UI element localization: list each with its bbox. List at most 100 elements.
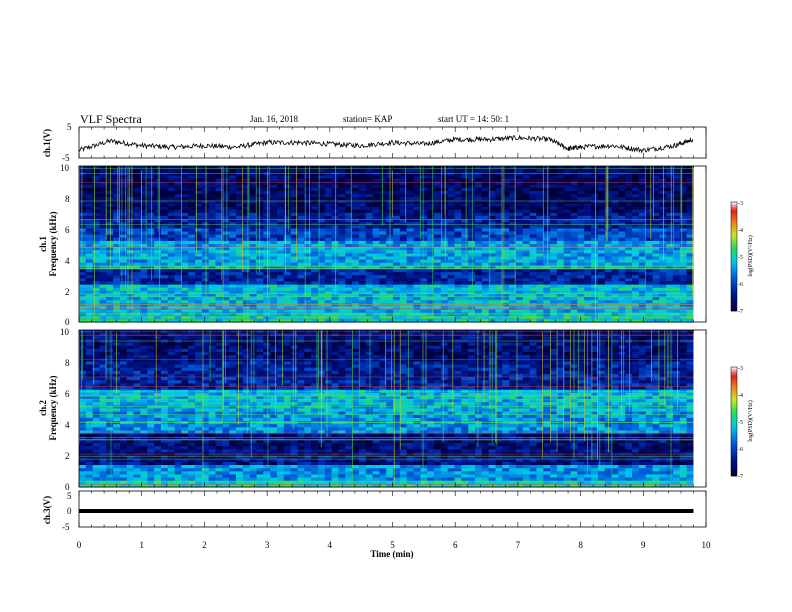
spec1-cell [618, 297, 626, 301]
spec1-cell [406, 240, 415, 245]
spec1-cell [338, 300, 346, 304]
spec1-cell [283, 272, 292, 276]
ch1-ytick-6: 6 [65, 225, 70, 235]
spec1-cell [304, 219, 312, 223]
spec1-cell [208, 175, 217, 180]
spec1-cell [338, 191, 346, 195]
spec1-cell [406, 297, 415, 301]
spec1-cell [79, 181, 87, 186]
spec1-cell [495, 315, 503, 320]
spec1-cell [386, 290, 394, 295]
spec1-cell [522, 219, 531, 223]
spec1-cell [522, 191, 531, 195]
spec1-cell [625, 278, 633, 282]
spec1-cell [666, 212, 674, 217]
spec1-cell [625, 231, 633, 236]
spec1-cell [160, 200, 169, 204]
spec1-cell [99, 175, 107, 180]
spec1-cell [85, 240, 94, 245]
spec1-cell [92, 197, 101, 201]
spec1-cell [154, 297, 162, 301]
spec1-cell [550, 287, 558, 292]
spec1-cell [488, 178, 496, 183]
spec1-cell [461, 281, 469, 286]
spec1-cell [632, 284, 640, 289]
spec1-cell [481, 290, 490, 295]
spec1-cell [311, 262, 319, 267]
spec1-cell [277, 166, 285, 170]
spec1-cell [113, 272, 121, 276]
spec1-cell [365, 303, 374, 307]
spec2-cell [181, 336, 189, 340]
spec1-cell [645, 297, 654, 301]
spec2-cell [447, 336, 456, 340]
spec1-cell [79, 259, 87, 264]
spec1-cell [679, 297, 688, 301]
spec1-cell [106, 194, 114, 198]
spec1-cell [604, 212, 613, 217]
spec1-cell [454, 212, 462, 217]
spec1-cell [570, 247, 578, 251]
spec1-cell [461, 172, 469, 176]
spec1-cell [99, 191, 107, 195]
spec1-cell [659, 184, 667, 189]
spec1-cell [638, 287, 647, 292]
spec1-cell [147, 234, 155, 239]
spec1-cell [195, 222, 203, 226]
spec1-cell [556, 178, 565, 183]
spec1-cell [495, 300, 503, 304]
spec1-cell [604, 269, 613, 273]
spec2-cell [550, 336, 558, 340]
spec1-cell [297, 222, 305, 226]
spec1-cell [263, 219, 271, 223]
spec1-cell [420, 169, 428, 173]
spec1-cell [645, 194, 654, 198]
spec1-cell [160, 178, 169, 183]
spec1-cell [454, 191, 462, 195]
spec1-cell [249, 231, 258, 236]
spec1-cell [372, 275, 380, 279]
spec2-cell [386, 336, 394, 340]
spec2-cell [625, 336, 633, 340]
spec1-cell [550, 200, 558, 204]
spec1-cell [673, 206, 681, 211]
spec1-cell [597, 181, 606, 186]
spec1-cell [85, 281, 94, 286]
spec1-cell [502, 259, 510, 264]
spec1-cell [577, 300, 585, 304]
spec1-cell [679, 228, 688, 233]
spec1-cell [434, 253, 442, 258]
spec1-cell [495, 244, 503, 248]
spec1-cell [92, 172, 101, 176]
spec1-cell [215, 281, 223, 286]
spec1-cell [283, 231, 292, 236]
spec2-cell [577, 336, 585, 340]
spec1-cell [440, 191, 449, 195]
spec1-cell [454, 247, 462, 251]
spec1-cell [338, 237, 346, 242]
spec1-cell [447, 253, 456, 258]
spec1-cell [311, 209, 319, 214]
spec1-cell [420, 166, 428, 170]
spec1-cell [686, 318, 694, 323]
spec1-cell [215, 191, 223, 195]
spec1-cell [167, 244, 176, 248]
spec1-cell [242, 209, 251, 214]
spec1-cell [386, 265, 394, 270]
spec1-cell [188, 259, 196, 264]
spec1-cell [543, 259, 551, 264]
spec1-cell [577, 209, 585, 214]
spec1-cell [99, 272, 107, 276]
spec1-cell [529, 318, 537, 323]
cb1-swatch [731, 218, 737, 222]
spec2-cell [495, 336, 503, 340]
spec1-cell [318, 225, 326, 229]
spec1-cell [208, 209, 217, 214]
spec1-cell [92, 240, 101, 245]
spec1-cell [584, 175, 592, 180]
spec1-cell [645, 259, 654, 264]
spec1-cell [92, 237, 101, 242]
spec1-cell [611, 181, 619, 186]
spec1-cell [331, 212, 339, 217]
spec1-cell [638, 278, 647, 282]
